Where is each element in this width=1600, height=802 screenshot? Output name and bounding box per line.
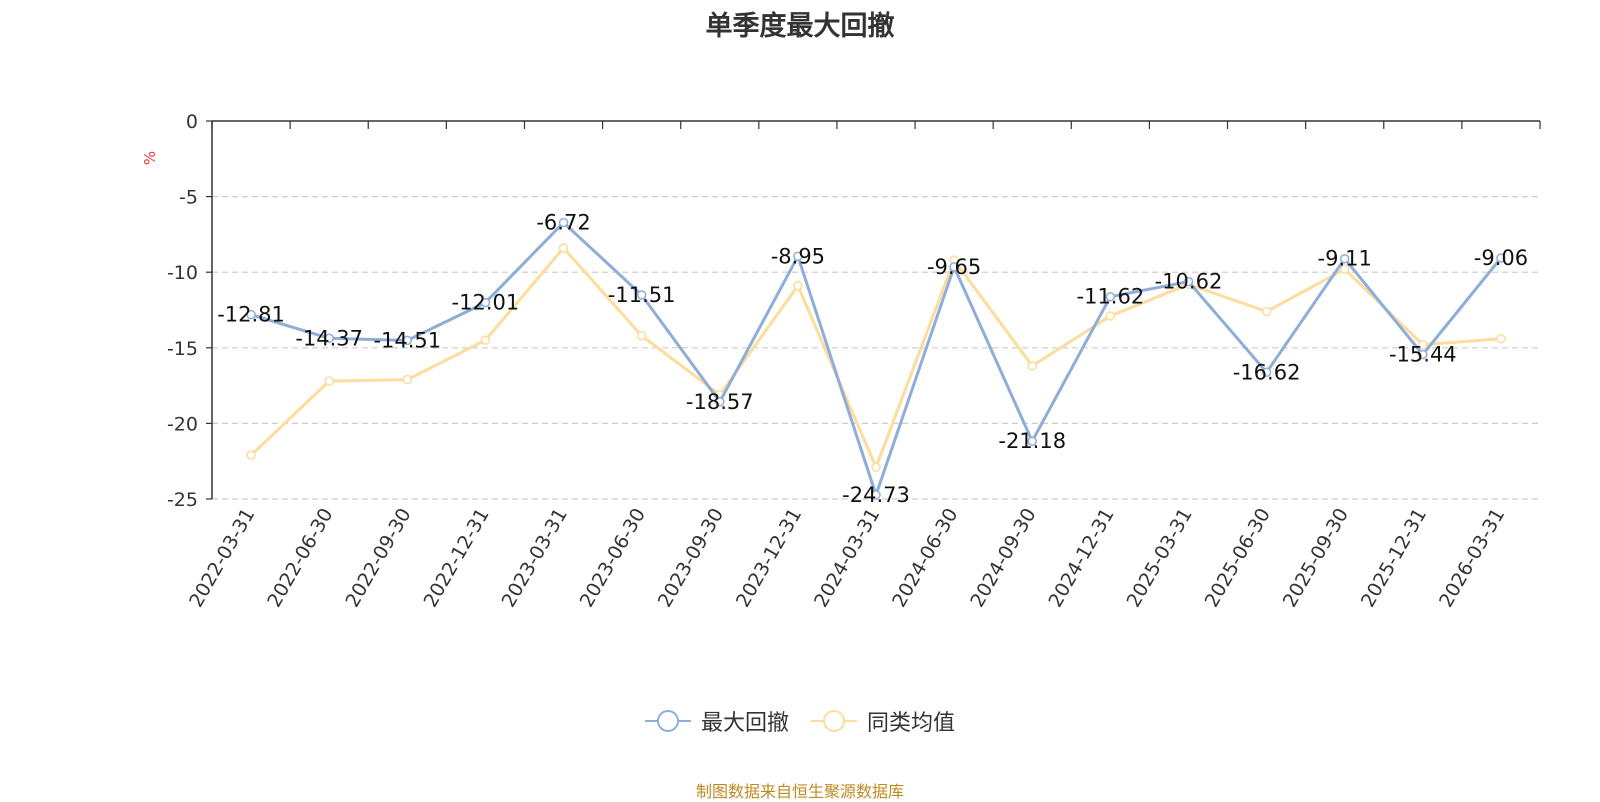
x-tick-label: 2023-03-31 <box>498 505 572 612</box>
data-label: -9.11 <box>1318 247 1372 271</box>
data-label: -10.62 <box>1155 270 1223 294</box>
data-point[interactable] <box>1339 253 1350 264</box>
data-point[interactable] <box>246 309 256 320</box>
x-tick-label: 2025-03-31 <box>1123 505 1197 612</box>
x-tick-label: 2022-06-30 <box>263 505 337 612</box>
x-tick-label: 2022-09-30 <box>341 505 415 612</box>
data-point[interactable] <box>1418 349 1428 360</box>
source-note: 制图数据来自恒生聚源数据库 <box>695 782 904 801</box>
data-point[interactable] <box>871 490 881 500</box>
data-point[interactable] <box>715 397 725 407</box>
data-label: -21.18 <box>998 429 1066 453</box>
data-point[interactable] <box>1339 264 1350 274</box>
legend-line-circle-icon <box>811 710 857 732</box>
data-point[interactable] <box>1418 340 1428 350</box>
data-point[interactable] <box>636 290 647 300</box>
data-label: -18.57 <box>686 390 754 414</box>
data-label: -9.65 <box>927 255 981 279</box>
y-tick-label: -20 <box>167 413 198 435</box>
x-tick-label: 2023-09-30 <box>654 505 728 612</box>
data-label: -6.72 <box>536 211 590 235</box>
data-label: -14.51 <box>373 328 441 352</box>
data-label: -9.06 <box>1474 246 1528 270</box>
data-point[interactable] <box>324 376 334 386</box>
series-line-max-drawdown <box>250 221 1503 497</box>
series-line-category-average <box>250 246 1502 469</box>
data-label: -8.95 <box>771 244 825 268</box>
data-point[interactable] <box>402 374 413 385</box>
x-tick-label: 2024-06-30 <box>888 505 962 612</box>
x-tick-label: 2025-06-30 <box>1201 505 1275 612</box>
legend: 最大回撤 同类均值 <box>0 705 1600 737</box>
data-point[interactable] <box>1261 306 1272 317</box>
x-tick-label: 2024-09-30 <box>966 505 1040 612</box>
data-point[interactable] <box>558 217 569 228</box>
y-tick-label: -10 <box>167 262 198 284</box>
data-label: -11.62 <box>1077 285 1145 309</box>
legend-label: 最大回撤 <box>700 711 789 736</box>
data-point[interactable] <box>402 335 413 346</box>
data-label: -12.81 <box>217 303 285 327</box>
data-point[interactable] <box>1496 253 1506 263</box>
y-tick-label: -15 <box>167 338 198 360</box>
data-point[interactable] <box>1496 333 1506 344</box>
data-point[interactable] <box>1261 367 1272 378</box>
x-tick-label: 2025-12-31 <box>1357 505 1431 612</box>
data-point[interactable] <box>636 330 647 341</box>
chart-title: 单季度最大回撤 <box>705 11 895 42</box>
data-point[interactable] <box>480 335 491 345</box>
data-point[interactable] <box>1027 361 1037 371</box>
data-labels: -12.81 -14.37 -14.51 -12.01 -6.72 -11.51 -18.5… <box>217 211 1528 507</box>
data-label: -14.37 <box>295 326 363 350</box>
data-point[interactable] <box>871 462 881 472</box>
data-point[interactable] <box>1105 291 1116 302</box>
data-point[interactable] <box>246 450 256 460</box>
y-tick-label: -25 <box>167 489 198 511</box>
x-tick-label: 2024-12-31 <box>1044 505 1118 612</box>
legend-label: 同类均值 <box>867 711 956 736</box>
x-tick-label: 2022-12-31 <box>419 504 493 611</box>
x-tick-label: 2022-03-31 <box>185 505 259 612</box>
y-tick-label: 0 <box>186 111 198 133</box>
data-label: -11.51 <box>608 283 676 307</box>
legend-item-category-average[interactable]: 同类均值 <box>811 705 955 737</box>
data-point[interactable] <box>1027 436 1037 446</box>
data-label: -24.73 <box>842 483 910 507</box>
legend-line-circle-icon <box>644 710 691 732</box>
data-point[interactable] <box>1183 276 1194 287</box>
x-tick-label: 2024-03-31 <box>810 505 884 612</box>
data-point[interactable] <box>793 251 803 262</box>
data-point[interactable] <box>324 333 334 344</box>
x-tick-label: 2025-09-30 <box>1279 505 1353 612</box>
data-label: -15.44 <box>1389 342 1457 366</box>
data-point[interactable] <box>793 281 803 291</box>
data-label: -16.62 <box>1233 360 1301 384</box>
y-axis-unit-label: % <box>141 151 159 165</box>
data-point[interactable] <box>558 243 569 253</box>
data-label: -12.01 <box>452 291 520 315</box>
legend-item-max-drawdown[interactable]: 最大回撤 <box>644 705 789 737</box>
y-tick-label: -5 <box>179 187 198 209</box>
x-tick-label: 2026-03-31 <box>1435 505 1509 612</box>
x-tick-label: 2023-06-30 <box>576 505 650 612</box>
x-tick-label: 2023-12-31 <box>732 505 806 612</box>
data-point[interactable] <box>949 262 959 272</box>
data-point[interactable] <box>480 297 491 308</box>
data-point[interactable] <box>1105 311 1116 321</box>
series-layer <box>246 217 1506 500</box>
